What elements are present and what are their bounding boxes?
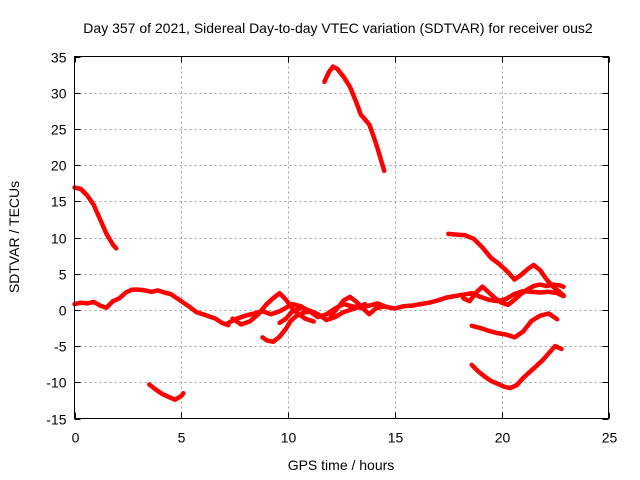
y-tick-label: 30 <box>51 86 67 102</box>
y-tick-label: 25 <box>51 122 67 138</box>
x-tick-label: 20 <box>495 430 511 446</box>
chart-title: Day 357 of 2021, Sidereal Day-to-day VTE… <box>83 20 593 36</box>
x-axis-label: GPS time / hours <box>288 457 395 473</box>
series-arc-13 <box>469 343 564 391</box>
x-tick-label: 25 <box>602 430 618 446</box>
series-arc-12 <box>469 311 560 340</box>
plot-frame <box>74 56 609 419</box>
series-arc-8 <box>328 294 387 318</box>
y-tick-label: 0 <box>59 303 67 319</box>
series-arc-3 <box>147 382 186 402</box>
series-arc-6 <box>260 309 312 345</box>
y-tick-label: -15 <box>46 412 66 428</box>
y-axis-label: SDTVAR / TECUs <box>6 181 22 293</box>
y-tick-label: 20 <box>51 158 67 174</box>
data-series-group <box>72 64 566 402</box>
series-arc-9 <box>322 64 387 174</box>
y-tick-label: 15 <box>51 194 67 210</box>
series-arc-10 <box>446 231 566 298</box>
y-tick-label: 35 <box>51 50 67 66</box>
x-tick-label: 10 <box>281 430 297 446</box>
y-tick-label: -10 <box>46 375 66 391</box>
series-arc-7 <box>277 301 368 326</box>
y-tick-label: 10 <box>51 231 67 247</box>
axis-ticks: 0 5 10 15 20 25 -15 -10 -5 0 5 10 15 20 25 30 35 <box>46 50 617 446</box>
series-arc-11 <box>461 282 566 308</box>
y-tick-label: 5 <box>59 267 67 283</box>
series-arc-4 <box>226 288 566 326</box>
x-tick-label: 0 <box>72 430 80 446</box>
y-tick-label: -5 <box>54 339 67 355</box>
x-tick-label: 5 <box>178 430 186 446</box>
grid-lines <box>74 56 609 419</box>
series-arc-1 <box>72 185 119 251</box>
series-arc-2 <box>72 287 231 328</box>
x-tick-label: 15 <box>388 430 404 446</box>
